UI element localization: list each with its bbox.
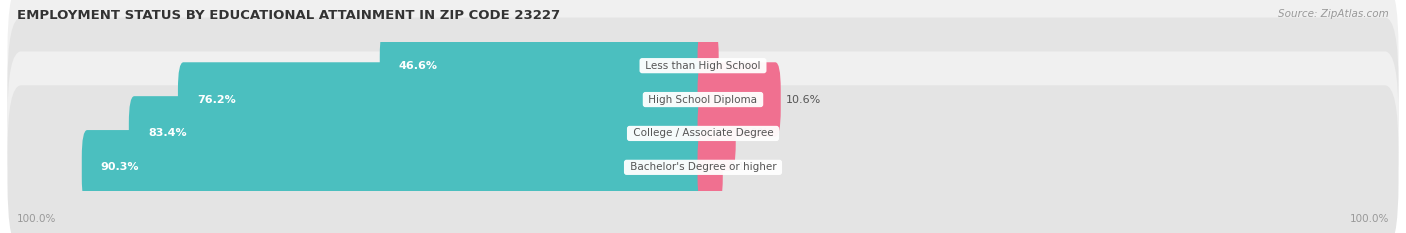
Text: 4.0%: 4.0% [741, 128, 769, 138]
Text: 100.0%: 100.0% [1350, 214, 1389, 224]
Text: 2.1%: 2.1% [727, 162, 756, 172]
Text: 1.5%: 1.5% [724, 61, 752, 71]
Text: Bachelor's Degree or higher: Bachelor's Degree or higher [627, 162, 779, 172]
Text: 83.4%: 83.4% [148, 128, 187, 138]
FancyBboxPatch shape [7, 0, 1399, 148]
Text: College / Associate Degree: College / Associate Degree [630, 128, 776, 138]
FancyBboxPatch shape [380, 28, 709, 103]
Text: EMPLOYMENT STATUS BY EDUCATIONAL ATTAINMENT IN ZIP CODE 23227: EMPLOYMENT STATUS BY EDUCATIONAL ATTAINM… [17, 9, 560, 22]
Text: 90.3%: 90.3% [101, 162, 139, 172]
Text: Source: ZipAtlas.com: Source: ZipAtlas.com [1278, 9, 1389, 19]
FancyBboxPatch shape [82, 130, 709, 205]
FancyBboxPatch shape [7, 17, 1399, 182]
FancyBboxPatch shape [7, 51, 1399, 216]
Text: Less than High School: Less than High School [643, 61, 763, 71]
FancyBboxPatch shape [179, 62, 709, 137]
FancyBboxPatch shape [7, 85, 1399, 233]
FancyBboxPatch shape [697, 62, 780, 137]
FancyBboxPatch shape [697, 28, 718, 103]
FancyBboxPatch shape [129, 96, 709, 171]
Text: 76.2%: 76.2% [197, 95, 236, 105]
Text: High School Diploma: High School Diploma [645, 95, 761, 105]
Text: 46.6%: 46.6% [399, 61, 437, 71]
Text: 10.6%: 10.6% [786, 95, 821, 105]
FancyBboxPatch shape [697, 96, 735, 171]
FancyBboxPatch shape [697, 130, 723, 205]
Text: 100.0%: 100.0% [17, 214, 56, 224]
